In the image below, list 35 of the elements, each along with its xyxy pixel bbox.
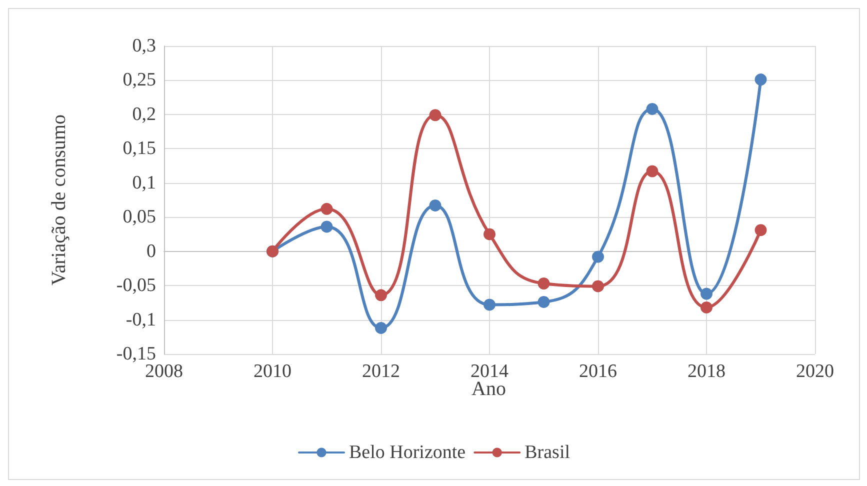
point bbox=[375, 289, 387, 302]
y-tick-label: 0 bbox=[146, 240, 156, 262]
point bbox=[320, 202, 333, 215]
y-axis-title: Variação de consumo bbox=[48, 114, 70, 286]
point bbox=[700, 288, 712, 300]
point bbox=[429, 199, 442, 212]
x-tick-label: 2018 bbox=[688, 361, 726, 382]
point bbox=[700, 301, 712, 314]
point bbox=[592, 250, 604, 263]
point bbox=[754, 224, 767, 236]
point bbox=[320, 220, 333, 233]
point bbox=[375, 322, 387, 334]
y-tick-label: 0,2 bbox=[132, 104, 156, 125]
point bbox=[646, 165, 658, 178]
point bbox=[538, 296, 550, 308]
point bbox=[484, 298, 496, 311]
y-tick-label: 0,25 bbox=[122, 70, 156, 91]
y-tick-label: -0,1 bbox=[126, 309, 156, 330]
point bbox=[429, 109, 442, 122]
x-tick-label: 2010 bbox=[254, 361, 292, 382]
x-tick-label: 2020 bbox=[796, 361, 834, 382]
legend-label: Belo Horizonte bbox=[349, 442, 466, 463]
point bbox=[754, 74, 767, 86]
y-tick-label: 0,3 bbox=[132, 36, 156, 56]
y-tick-label: -0,05 bbox=[116, 275, 156, 296]
point bbox=[484, 228, 496, 240]
y-tick-label: 0,05 bbox=[122, 206, 156, 228]
x-tick-label: 2016 bbox=[579, 361, 617, 382]
legend-label: Brasil bbox=[524, 442, 570, 463]
point bbox=[646, 102, 658, 115]
x-tick-label: 2012 bbox=[362, 361, 400, 382]
y-tick-label: 0,1 bbox=[132, 172, 156, 194]
y-tick-label: 0,15 bbox=[122, 138, 156, 160]
point bbox=[592, 280, 604, 292]
point bbox=[538, 278, 550, 290]
